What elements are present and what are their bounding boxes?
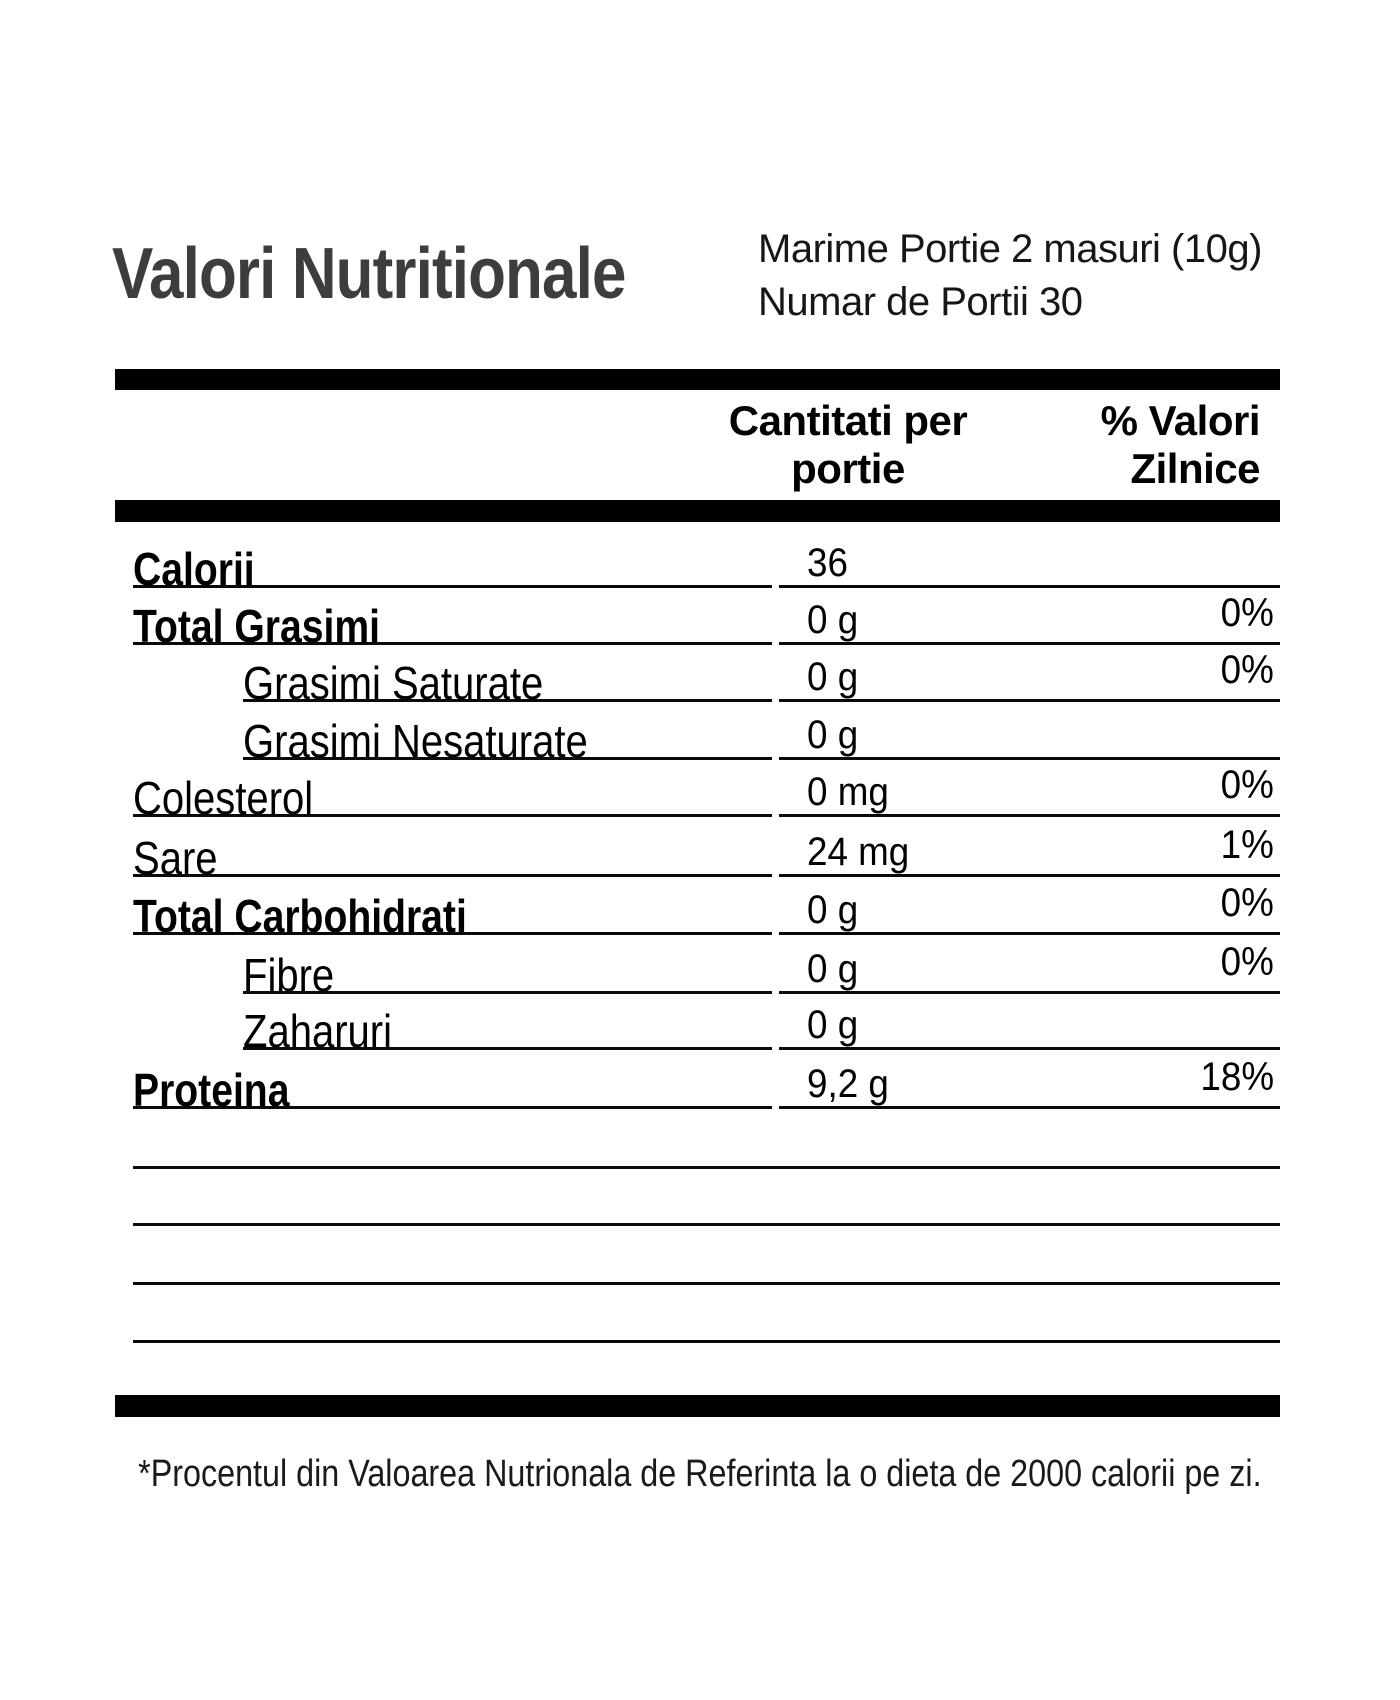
- row-label: Colesterol: [133, 772, 314, 824]
- blank-line: [133, 1223, 1280, 1226]
- row-amount: 36: [807, 541, 848, 585]
- row-underline: [133, 642, 772, 645]
- row-underline: [779, 757, 1280, 760]
- row-underline: [779, 1106, 1280, 1109]
- row-underline: [779, 642, 1280, 645]
- row-underline: [243, 699, 772, 702]
- table-row-colesterol: Colesterol 0 mg 0%: [115, 760, 1280, 821]
- table-row-proteina: Proteina 9,2 g 18%: [115, 1052, 1280, 1113]
- row-label: Calorii: [133, 543, 255, 595]
- blank-line: [133, 1282, 1280, 1285]
- table-row-calorii: Calorii 36: [115, 531, 1280, 592]
- row-underline: [133, 585, 772, 588]
- row-label: Total Carbohidrati: [133, 890, 467, 942]
- table-row-zaharuri: Zaharuri 0 g: [115, 993, 1280, 1054]
- row-underline: [133, 814, 772, 817]
- page-title: Valori Nutritionale: [112, 234, 626, 314]
- table-row-total-carbohidrati: Total Carbohidrati 0 g 0%: [115, 878, 1280, 939]
- row-percent: 0%: [1220, 591, 1274, 635]
- row-underline: [243, 757, 772, 760]
- row-label: Sare: [133, 832, 218, 884]
- row-underline: [133, 932, 772, 935]
- row-amount: 0 g: [807, 1003, 859, 1047]
- row-percent: 18%: [1200, 1055, 1274, 1099]
- row-label: Total Grasimi: [133, 600, 380, 652]
- blank-line: [133, 1166, 1280, 1169]
- row-amount: 0 g: [807, 947, 859, 991]
- table-row-fibre: Fibre 0 g 0%: [115, 937, 1280, 998]
- row-label: Grasimi Saturate: [243, 657, 544, 709]
- row-percent: 1%: [1220, 823, 1274, 867]
- row-amount: 0 mg: [807, 770, 889, 814]
- row-underline: [779, 814, 1280, 817]
- row-underline: [779, 874, 1280, 877]
- row-amount: 0 g: [807, 598, 859, 642]
- blank-line: [133, 1340, 1280, 1343]
- row-underline: [779, 1047, 1280, 1050]
- row-percent: 0%: [1220, 763, 1274, 807]
- top-separator-bar: [115, 369, 1280, 390]
- nutrition-table: Cantitati per portie % Valori Zilnice Ca…: [115, 0, 1280, 1500]
- daily-value-column-header: % Valori Zilnice: [1100, 397, 1261, 492]
- row-label: Grasimi Nesaturate: [243, 715, 588, 767]
- row-label: Proteina: [133, 1064, 290, 1116]
- row-underline: [243, 991, 772, 994]
- row-underline: [133, 874, 772, 877]
- row-underline: [243, 1047, 772, 1050]
- table-row-total-grasimi: Total Grasimi 0 g 0%: [115, 588, 1280, 649]
- footnote-text: *Procentul din Valoarea Nutrionala de Re…: [138, 1453, 1262, 1495]
- footnote: *Procentul din Valoarea Nutrionala de Re…: [0, 1452, 1400, 1498]
- row-underline: [779, 585, 1280, 588]
- row-label: Zaharuri: [243, 1005, 393, 1057]
- row-amount: 0 g: [807, 713, 859, 757]
- row-percent: 0%: [1220, 881, 1274, 925]
- header-separator-bar: [115, 500, 1280, 522]
- bottom-separator-bar: [115, 1395, 1280, 1417]
- row-underline: [133, 1106, 772, 1109]
- serving-size-text: Marime Portie 2 masuri (10g): [758, 227, 1262, 271]
- row-amount: 0 g: [807, 888, 859, 932]
- table-row-grasimi-saturate: Grasimi Saturate 0 g 0%: [115, 645, 1280, 706]
- row-percent: 0%: [1220, 940, 1274, 984]
- row-amount: 9,2 g: [807, 1062, 889, 1106]
- table-row-grasimi-nesaturate: Grasimi Nesaturate 0 g: [115, 703, 1280, 764]
- servings-count-text: Numar de Portii 30: [758, 280, 1083, 324]
- row-percent: 0%: [1220, 648, 1274, 692]
- row-label: Fibre: [243, 949, 335, 1001]
- row-underline: [779, 699, 1280, 702]
- row-amount: 24 mg: [807, 830, 910, 874]
- table-row-sare: Sare 24 mg 1%: [115, 820, 1280, 881]
- row-amount: 0 g: [807, 655, 859, 699]
- row-underline: [779, 991, 1280, 994]
- row-underline: [779, 932, 1280, 935]
- amount-column-header: Cantitati per portie: [728, 397, 968, 492]
